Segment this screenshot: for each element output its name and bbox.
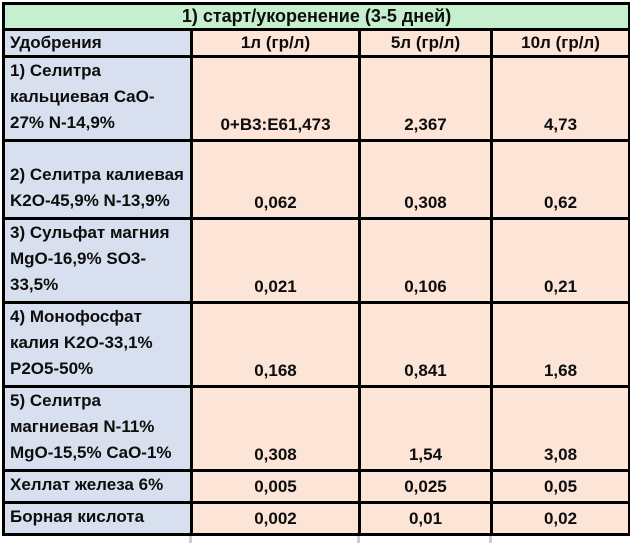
cell-value[interactable]: 4,73 [489, 55, 630, 142]
cell-value[interactable]: 1,68 [489, 301, 630, 388]
cell-value[interactable]: 0,05 [489, 469, 630, 504]
cell-value[interactable]: 0,21 [489, 217, 630, 304]
row-label-calcium-nitrate[interactable]: 1) Селитра кальциевая CaO- 27% N-14,9% [2, 55, 193, 142]
cell-value[interactable]: 0,168 [190, 301, 361, 388]
column-header-row: Удобрения 1л (гр/л) 5л (гр/л) 10л (гр/л) [2, 28, 630, 58]
cell-value[interactable]: 2,367 [358, 55, 493, 142]
column-divider-mark [489, 536, 492, 543]
table-row: 5) Селитра магниевая N-11% MgO-15,5% CaO… [2, 385, 630, 472]
cut-off-next-row [4, 536, 630, 543]
cell-value[interactable]: 0,002 [190, 501, 361, 536]
cell-value[interactable]: 0,308 [358, 139, 493, 220]
stage-title-cell[interactable]: 1) старт/укоренение (3-5 дней) [1, 2, 630, 31]
row-label-monopotassium-phosphate[interactable]: 4) Монофосфат калия K2O-33,1% P2O5-50% [2, 301, 193, 388]
column-header-fertilizers[interactable]: Удобрения [2, 28, 193, 58]
cell-value[interactable]: 0,308 [190, 385, 361, 472]
table-row: 4) Монофосфат калия K2O-33,1% P2O5-50% 0… [2, 301, 630, 388]
column-divider-mark [189, 536, 192, 543]
cell-value[interactable]: 0,106 [358, 217, 493, 304]
cell-value[interactable]: 3,08 [489, 385, 630, 472]
table-row: 1) Селитра кальциевая CaO- 27% N-14,9% 0… [2, 55, 630, 142]
column-header-10l[interactable]: 10л (гр/л) [489, 28, 630, 58]
row-label-potassium-nitrate[interactable]: 2) Селитра калиевая K2O-45,9% N-13,9% [2, 139, 193, 220]
cell-value[interactable]: 0,025 [358, 469, 493, 504]
column-header-5l[interactable]: 5л (гр/л) [358, 28, 493, 58]
cell-value[interactable]: 0+B3:E61,473 [190, 55, 361, 142]
table-title-row: 1) старт/укоренение (3-5 дней) [1, 2, 630, 31]
table-row: 3) Сульфат магния MgO-16,9% SO3- 33,5% 0… [2, 217, 630, 304]
cell-value[interactable]: 1,54 [358, 385, 493, 472]
row-label-magnesium-sulfate[interactable]: 3) Сульфат магния MgO-16,9% SO3- 33,5% [2, 217, 193, 304]
row-label-magnesium-nitrate[interactable]: 5) Селитра магниевая N-11% MgO-15,5% CaO… [2, 385, 193, 472]
cell-value[interactable]: 0,021 [190, 217, 361, 304]
cell-value[interactable]: 0,62 [489, 139, 630, 220]
cell-value[interactable]: 0,062 [190, 139, 361, 220]
table-row: Хеллат железа 6% 0,005 0,025 0,05 [2, 469, 630, 504]
column-header-1l[interactable]: 1л (гр/л) [190, 28, 361, 58]
row-label-iron-chelate[interactable]: Хеллат железа 6% [2, 469, 193, 504]
column-divider-mark [357, 536, 360, 543]
cell-value[interactable]: 0,005 [190, 469, 361, 504]
table-row: 2) Селитра калиевая K2O-45,9% N-13,9% 0,… [2, 139, 630, 220]
cell-value[interactable]: 0,841 [358, 301, 493, 388]
